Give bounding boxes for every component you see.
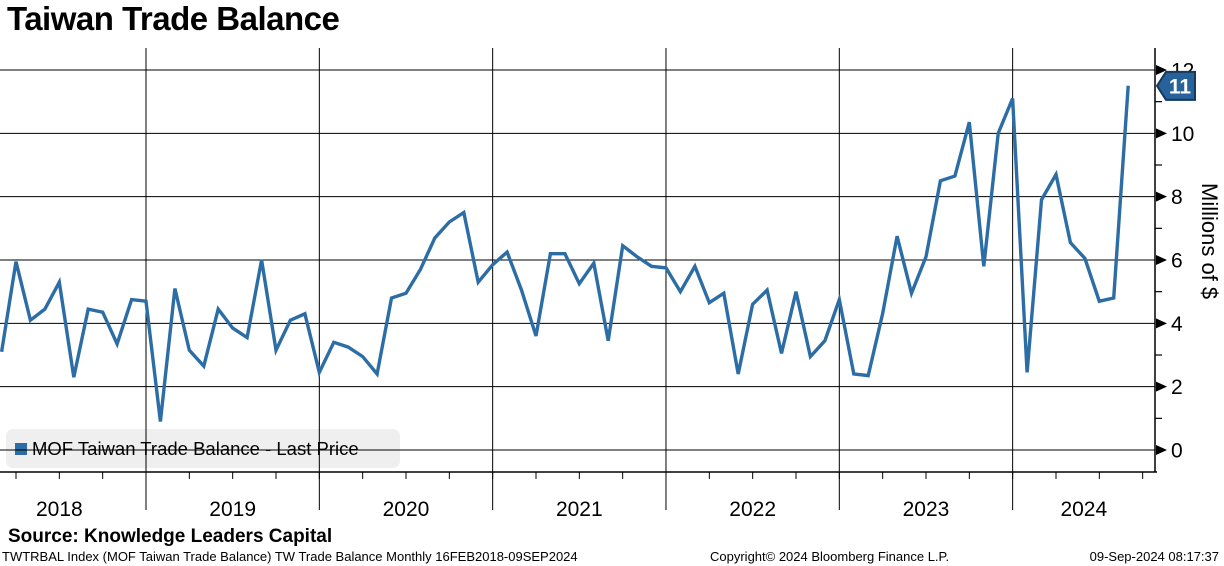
y-tick-label: 6 [1171,249,1183,272]
y-tick-arrow-icon [1156,381,1167,392]
last-price-tag [1155,70,1196,101]
y-tick-label: 12 [1171,59,1194,82]
year-label: 2018 [36,498,83,521]
y-tick-arrow-icon [1156,254,1167,265]
y-axis-title: Millions of $ [1197,183,1222,300]
year-label: 2020 [383,498,430,521]
y-tick-label: 10 [1171,123,1194,146]
y-tick-arrow-icon [1156,318,1167,329]
y-tick-arrow-icon [1156,445,1167,455]
footer-copyright: Copyright© 2024 Bloomberg Finance L.P. [710,549,950,564]
y-tick-label: 4 [1171,313,1183,336]
chart-title: Taiwan Trade Balance [7,0,340,37]
y-tick-label: 8 [1171,186,1183,209]
footer-security-info: TWTRBAL Index (MOF Taiwan Trade Balance)… [2,549,578,564]
y-tick-label: 0 [1171,440,1183,463]
last-price-label: 11 [1169,75,1192,98]
y-tick-label: 2 [1171,376,1183,399]
year-label: 2021 [556,498,603,521]
year-label: 2019 [209,498,256,521]
year-label: 2024 [1060,498,1107,521]
year-label: 2022 [729,498,776,521]
legend: MOF Taiwan Trade Balance - Last Price [6,429,400,468]
trade-balance-line [0,85,1130,422]
y-tick-arrow-icon [1156,128,1167,139]
year-label: 2023 [903,498,950,521]
y-tick-arrow-icon [1156,64,1167,75]
footer-timestamp: 09-Sep-2024 08:17:37 [1089,549,1219,564]
y-tick-arrow-icon [1156,191,1167,202]
source-text: Source: Knowledge Leaders Capital [8,526,333,547]
legend-label: MOF Taiwan Trade Balance - Last Price [32,437,359,459]
legend-swatch-icon [15,442,27,455]
